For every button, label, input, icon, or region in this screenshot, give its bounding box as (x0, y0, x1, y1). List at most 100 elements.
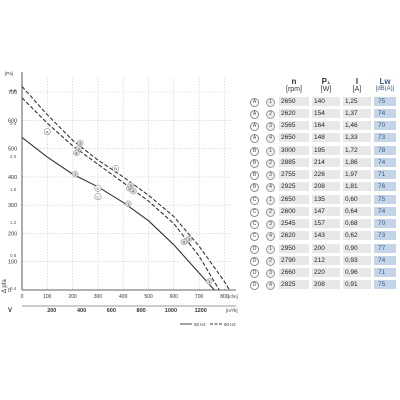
cell-power: 220 (312, 268, 340, 277)
cell-power: 164 (312, 121, 340, 130)
cell-current: 1,86 (343, 158, 371, 167)
cell-sound-level: 76 (374, 182, 396, 191)
cell-speed: 2950 (279, 244, 309, 253)
inh2o-tick-label: 0.8 (10, 253, 17, 258)
row-curve-letter: B (250, 147, 259, 156)
cell-sound-level: 71 (374, 268, 396, 277)
curve-label-circle (94, 184, 102, 192)
cell-speed: 2565 (279, 121, 309, 130)
cell-sound-level: 70 (374, 219, 396, 228)
operating-point-label: 3 (79, 141, 82, 146)
table-row: A 3 2565 164 1,46 70 (250, 121, 396, 131)
x-unit-label: [cfm] (228, 294, 238, 299)
cell-power: 154 (312, 109, 340, 118)
y-tick-label: 0 (8, 288, 11, 294)
curve-label: B (114, 166, 117, 171)
secondary-x-tick-label: 600 (107, 308, 116, 314)
cell-speed: 2650 (279, 133, 309, 142)
table-row: C 1 2650 135 0,60 75 (250, 195, 396, 205)
row-curve-letter: D (250, 269, 259, 278)
cell-speed: 2925 (279, 182, 309, 191)
cell-sound-level: 71 (374, 170, 396, 179)
secondary-x-tick-label: 400 (77, 308, 86, 314)
cell-sound-level: 75 (374, 195, 396, 204)
table-header: n [rpm] P₁ [W] I [A] Lw [dB(A)] (250, 77, 396, 97)
cell-speed: 2620 (279, 109, 309, 118)
inh2o-tick-label: 2.8 (10, 88, 17, 93)
cell-current: 1,97 (343, 170, 371, 179)
cell-sound-level: 75 (374, 97, 396, 106)
cell-power: 143 (312, 231, 340, 240)
cell-current: 1,37 (343, 109, 371, 118)
row-point-marker: 1 (266, 196, 275, 205)
cell-power: 208 (312, 280, 340, 289)
x-tick-label: 600 (170, 294, 179, 300)
table-row: D 1 2950 200 0,90 77 (250, 244, 396, 254)
cell-sound-level: 73 (374, 133, 396, 142)
cell-speed: 2790 (279, 256, 309, 265)
y-tick-label: 600 (8, 118, 17, 124)
x-tick-label: 0 (21, 294, 24, 300)
header-p-unit: [W] (320, 86, 332, 93)
row-point-marker: 1 (266, 98, 275, 107)
performance-table: n [rpm] P₁ [W] I [A] Lw [dB(A)] A 1 2650 14… (250, 77, 396, 292)
legend-label: 50 Hz (194, 322, 207, 327)
y-tick-label: 300 (8, 203, 17, 209)
x-tick-label: 800 (220, 294, 229, 300)
row-curve-letter: A (250, 134, 259, 143)
curve-label: D (96, 186, 99, 191)
row-point-marker: 3 (266, 269, 275, 278)
secondary-x-tick-label: 200 (47, 308, 56, 314)
cell-speed: 2650 (279, 195, 309, 204)
cell-power: 148 (312, 133, 340, 142)
curve-label-circle (112, 165, 120, 172)
header-i-unit: [A] (352, 86, 362, 93)
row-curve-letter: B (250, 183, 259, 192)
table-row: A 1 2650 140 1,25 75 (250, 97, 396, 107)
row-point-marker: 4 (266, 183, 275, 192)
row-curve-letter: C (250, 196, 259, 205)
operating-point-label: 1 (208, 279, 211, 284)
cell-current: 1,46 (343, 121, 371, 130)
operating-point-marker (180, 238, 188, 246)
cell-power: 135 (312, 195, 340, 204)
inh2o-tick-label: 1.2 (10, 220, 17, 225)
x-tick-label: 200 (68, 294, 77, 300)
table-row: B 4 2925 208 1,81 76 (250, 182, 396, 192)
cell-speed: 2825 (279, 280, 309, 289)
row-curve-letter: C (250, 220, 259, 229)
table-row: B 2 2885 214 1,86 74 (250, 158, 396, 168)
y-tick-label: 400 (8, 175, 17, 181)
operating-point-label: 4 (75, 151, 78, 156)
cell-current: 0,90 (343, 244, 371, 253)
operating-point-marker (71, 170, 79, 178)
operating-point-label: 1 (74, 172, 77, 177)
curve-label-circle (43, 128, 51, 136)
inh2o-tick-label: 1.6 (10, 187, 17, 192)
legend-label: 60 Hz (224, 322, 237, 327)
cell-current: 1,81 (343, 182, 371, 191)
cell-sound-level: 70 (374, 121, 396, 130)
cell-speed: 2650 (279, 97, 309, 106)
table-row: B 3 2755 226 1,97 71 (250, 170, 396, 180)
row-curve-letter: B (250, 171, 259, 180)
cell-power: 208 (312, 182, 340, 191)
cell-current: 1,33 (343, 133, 371, 142)
cell-speed: 3000 (279, 146, 309, 155)
table-body: A 1 2650 140 1,25 75 A 2 2620 154 1,37 74 A 3 2565 164 1… (250, 97, 396, 290)
row-point-marker: 2 (266, 110, 275, 119)
curve-label: A (46, 129, 49, 134)
inh2o-tick-label: 2.4 (10, 121, 17, 126)
row-point-marker: 2 (266, 159, 275, 168)
secondary-x-symbol: V (8, 308, 12, 314)
cell-sound-level: 74 (374, 256, 396, 265)
operating-point-marker (130, 187, 137, 195)
x-tick-label: 500 (144, 294, 153, 300)
table-row: A 4 2650 148 1,33 73 (250, 133, 396, 143)
x-tick-label: 400 (119, 294, 128, 300)
cell-sound-level: 77 (374, 244, 396, 253)
cell-current: 0,62 (343, 231, 371, 240)
fan-curve-chart: 0 100 200 300 400 500 600 700 0 100 200 300 400 500 60… (2, 71, 238, 327)
series-line-0 (21, 136, 215, 291)
operating-point-marker (125, 200, 132, 208)
